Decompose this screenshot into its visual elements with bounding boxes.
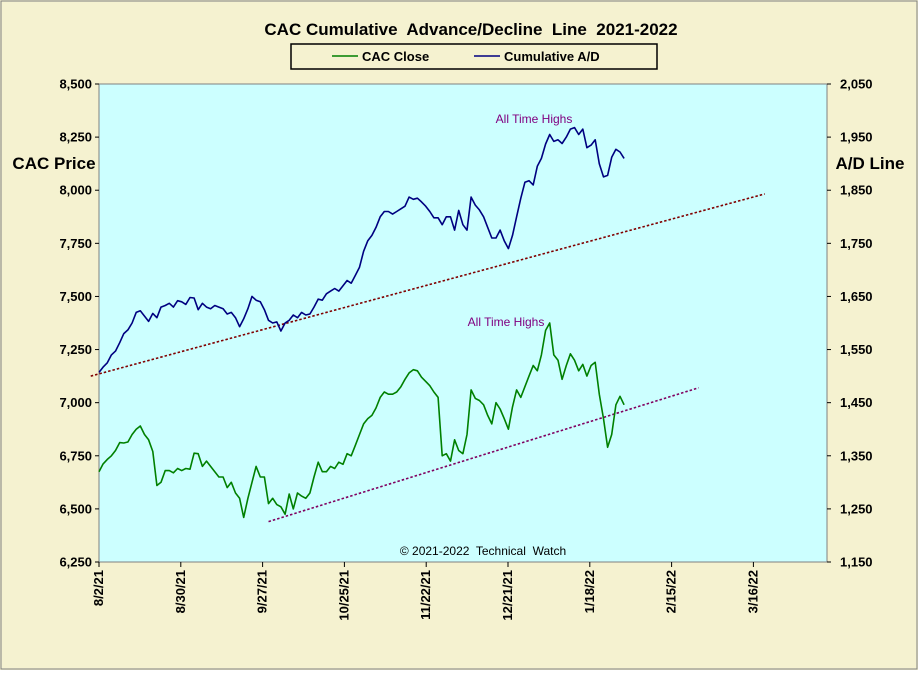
y-left-tick-label: 8,250 [59, 130, 92, 145]
chart-title: CAC Cumulative Advance/Decline Line 2021… [264, 20, 677, 39]
y-right-tick-label: 1,150 [840, 555, 873, 570]
legend-cac-label: CAC Close [362, 49, 429, 64]
legend-ad-label: Cumulative A/D [504, 49, 600, 64]
annotation-cac-all-time-highs: All Time Highs [468, 315, 545, 329]
y-right-tick-label: 1,550 [840, 342, 873, 357]
series-layer [98, 126, 625, 519]
y-left-tick-label: 6,750 [59, 448, 92, 463]
y-right-tick-label: 1,750 [840, 236, 873, 251]
y-left-tick-label: 7,500 [59, 289, 92, 304]
y-left-tick-label: 7,750 [59, 236, 92, 251]
legend: CAC Close Cumulative A/D [290, 43, 658, 70]
plot-area [98, 83, 828, 563]
series-line-cumulative-ad [98, 126, 625, 373]
y-right-tick-label: 1,250 [840, 501, 873, 516]
y-right-tick-label: 2,050 [840, 77, 873, 92]
annotation-ad-all-time-highs: All Time Highs [496, 112, 573, 126]
y-axis-left-label: CAC Price [12, 154, 95, 173]
y-left-tick-label: 6,500 [59, 501, 92, 516]
y-left-tick-label: 8,500 [59, 77, 92, 92]
x-tick-label: 11/22/21 [418, 570, 433, 620]
y-left-tick-label: 7,000 [59, 395, 92, 410]
x-axis-ticks: 8/2/21 8/30/21 9/27/21 10/25/21 11/22/21 12/2… [91, 562, 760, 621]
y-left-tick-label: 7,250 [59, 342, 92, 357]
y-axis-left-ticks: 6,250 6,500 6,750 7,000 7,250 7,500 7,750 8,000… [59, 77, 99, 570]
x-tick-label: 8/2/21 [91, 570, 106, 606]
trendline-cac [268, 387, 699, 523]
y-left-tick-label: 8,000 [59, 183, 92, 198]
y-right-tick-label: 1,350 [840, 448, 873, 463]
x-tick-label: 2/15/22 [664, 570, 679, 613]
x-tick-label: 3/16/22 [745, 570, 760, 613]
x-tick-label: 1/18/22 [582, 570, 597, 613]
trendlines [90, 193, 765, 523]
y-right-tick-label: 1,650 [840, 289, 873, 304]
x-tick-label: 8/30/21 [173, 570, 188, 613]
y-axis-right-label: A/D Line [836, 154, 905, 173]
y-right-tick-label: 1,850 [840, 183, 873, 198]
trendline-ad [90, 193, 765, 377]
x-tick-label: 12/21/21 [500, 570, 515, 621]
x-tick-label: 10/25/21 [336, 570, 351, 621]
y-right-tick-label: 1,450 [840, 395, 873, 410]
y-left-tick-label: 6,250 [59, 555, 92, 570]
x-tick-label: 9/27/21 [255, 570, 270, 613]
series-line-cac-close [98, 322, 625, 519]
y-right-tick-label: 1,950 [840, 130, 873, 145]
y-axis-right-ticks: 1,150 1,250 1,350 1,450 1,550 1,650 1,750 1,850… [827, 77, 873, 570]
copyright-note: © 2021-2022 Technical Watch [400, 544, 566, 558]
